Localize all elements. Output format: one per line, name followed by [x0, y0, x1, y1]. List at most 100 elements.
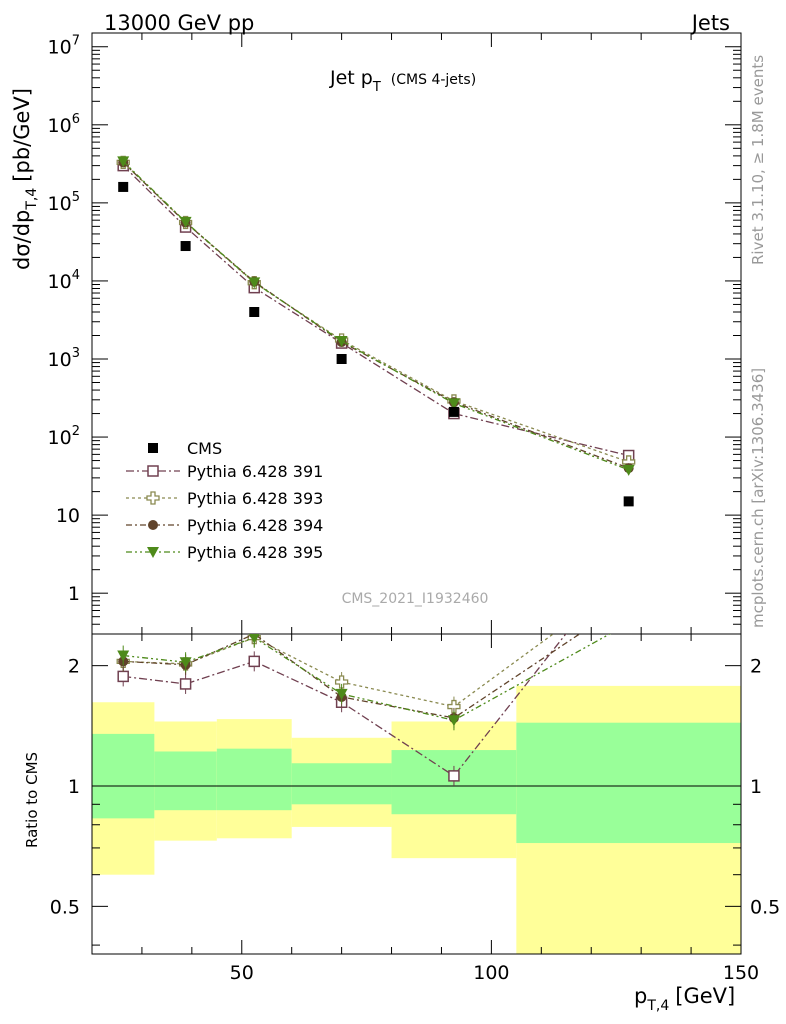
- legend-label-3: Pythia 6.428 395: [187, 543, 323, 562]
- legend-marker-cms: [148, 443, 158, 453]
- ratio-point-0: [624, 549, 634, 559]
- ratio-tick-label-left: 0.5: [50, 896, 80, 918]
- y-tick-label-exponent: 3: [72, 346, 80, 361]
- legend-marker-1: [146, 491, 160, 505]
- legend-marker-3: [147, 547, 159, 558]
- ratio-point-3: [623, 618, 635, 629]
- legend-label-cms: CMS: [187, 439, 222, 458]
- y-tick-label: 106: [48, 112, 80, 137]
- series-layer: [116, 155, 636, 786]
- y-tick-label: 105: [48, 190, 80, 215]
- ratio-point-0: [248, 655, 260, 668]
- ratio-tick-label-left: 1: [68, 776, 80, 798]
- cms-point: [623, 496, 634, 507]
- ratio-panel-series: [116, 549, 635, 786]
- ratio-point-0: [448, 770, 460, 782]
- y-tick-label-exponent: 6: [72, 112, 80, 127]
- legend-entry-series-2: Pythia 6.428 394: [126, 516, 323, 535]
- cms-point: [336, 353, 347, 364]
- y-tick-label: 107: [48, 34, 80, 59]
- ratio-tick-label-right: 2: [750, 656, 762, 678]
- legend-marker-2: [148, 520, 158, 530]
- ratio-uncertainty-bands: [92, 685, 741, 954]
- legend-entry-series-3: Pythia 6.428 395: [126, 543, 323, 562]
- ratio-band-inner-0: [92, 733, 155, 819]
- y-tick-label-base: 10: [48, 349, 72, 371]
- y-tick-label-base: 10: [48, 115, 72, 137]
- series-point-3: [622, 464, 635, 476]
- cms-point: [118, 181, 129, 192]
- ratio-tick-label-right: 1: [750, 776, 762, 798]
- y-tick-label-exponent: 5: [72, 190, 80, 205]
- legend-series: Pythia 6.428 391 Pythia 6.428 393 Pythia 6…: [126, 462, 323, 562]
- side-label-rivet: Rivet 3.1.10, ≥ 1.8M events: [749, 55, 767, 265]
- ratio-band-inner-5: [516, 722, 741, 844]
- y-tick-label: 103: [48, 346, 80, 371]
- y-tick-label: 104: [48, 268, 80, 293]
- y-tick-label-base: 10: [48, 427, 72, 449]
- ratio-point-1: [447, 699, 461, 714]
- series-point-3: [179, 216, 192, 228]
- series-point-3: [447, 398, 460, 410]
- y-tick-label-exponent: 7: [72, 34, 80, 49]
- ratio-point-3: [179, 657, 192, 669]
- ratio-line-3: [123, 634, 612, 721]
- ratio-point-0: [117, 670, 129, 683]
- ratio-line-1: [123, 634, 555, 708]
- series-line-3: [122, 160, 629, 471]
- cms-point: [180, 241, 191, 252]
- header-right: Jets: [690, 11, 730, 35]
- ratio-plot-frame: [91, 633, 742, 955]
- y-tick-label-exponent: 4: [72, 268, 80, 283]
- y-tick-label-base: 10: [48, 271, 72, 293]
- ratio-point-3: [117, 650, 130, 662]
- series-point-3: [335, 336, 348, 348]
- ratio-tick-label-right: 0.5: [750, 896, 780, 918]
- legend-label-2: Pythia 6.428 394: [187, 516, 323, 535]
- ratio-tick-label-left: 2: [68, 656, 80, 678]
- watermark: CMS_2021_I1932460: [342, 591, 489, 607]
- y-tick-label: 102: [48, 424, 80, 449]
- x-tick-label: 100: [473, 962, 509, 984]
- ratio-point-3: [335, 688, 348, 700]
- legend-marker-0: [147, 465, 159, 477]
- x-tick-label: 150: [723, 962, 759, 984]
- y-tick-label: 10: [56, 505, 80, 527]
- legend-label-0: Pythia 6.428 391: [187, 462, 323, 481]
- y-tick-label-base: 10: [48, 193, 72, 215]
- plot-title: Jet pT (CMS 4-jets): [329, 67, 476, 95]
- ratio-point-2: [624, 596, 634, 606]
- series-line-2: [122, 161, 629, 469]
- series-point-3: [117, 156, 130, 168]
- y-tick-label-exponent: 2: [72, 424, 80, 439]
- axis-ticks: [91, 33, 742, 954]
- legend-entry-series-0: Pythia 6.428 391: [126, 462, 323, 481]
- ratio-point-1: [334, 675, 349, 689]
- side-label-mcplots: mcplots.cern.ch [arXiv:1306.3436]: [749, 368, 767, 628]
- x-tick-label: 50: [230, 962, 254, 984]
- series-line-1: [122, 161, 629, 463]
- y-tick-label: 1: [68, 583, 80, 605]
- ratio-line-0: [123, 634, 567, 777]
- ratio-line-2: [123, 634, 581, 719]
- y-axis-label: dσ/dpT,4[pb/GeV]: [10, 88, 40, 270]
- ratio-point-3: [447, 715, 460, 727]
- ratio-point-0: [179, 678, 192, 690]
- ratio-point-1: [623, 573, 635, 585]
- ratio-band-inner-2: [216, 748, 292, 811]
- legend-label-1: Pythia 6.428 393: [187, 489, 323, 508]
- cms-point: [448, 406, 459, 417]
- legend-entry-series-1: Pythia 6.428 393: [126, 489, 323, 508]
- ratio-point-3: [248, 634, 260, 644]
- legend-entry-cms: CMS: [148, 439, 222, 458]
- header-left: 13000 GeV pp: [104, 11, 254, 35]
- y-tick-label-base: 10: [48, 37, 72, 59]
- ratio-band-inner-1: [154, 751, 217, 811]
- x-axis-label: pT,4 [GeV]: [634, 984, 735, 1014]
- cms-point: [249, 306, 260, 317]
- series-point-3: [248, 277, 261, 289]
- main-panel-series: [116, 155, 636, 507]
